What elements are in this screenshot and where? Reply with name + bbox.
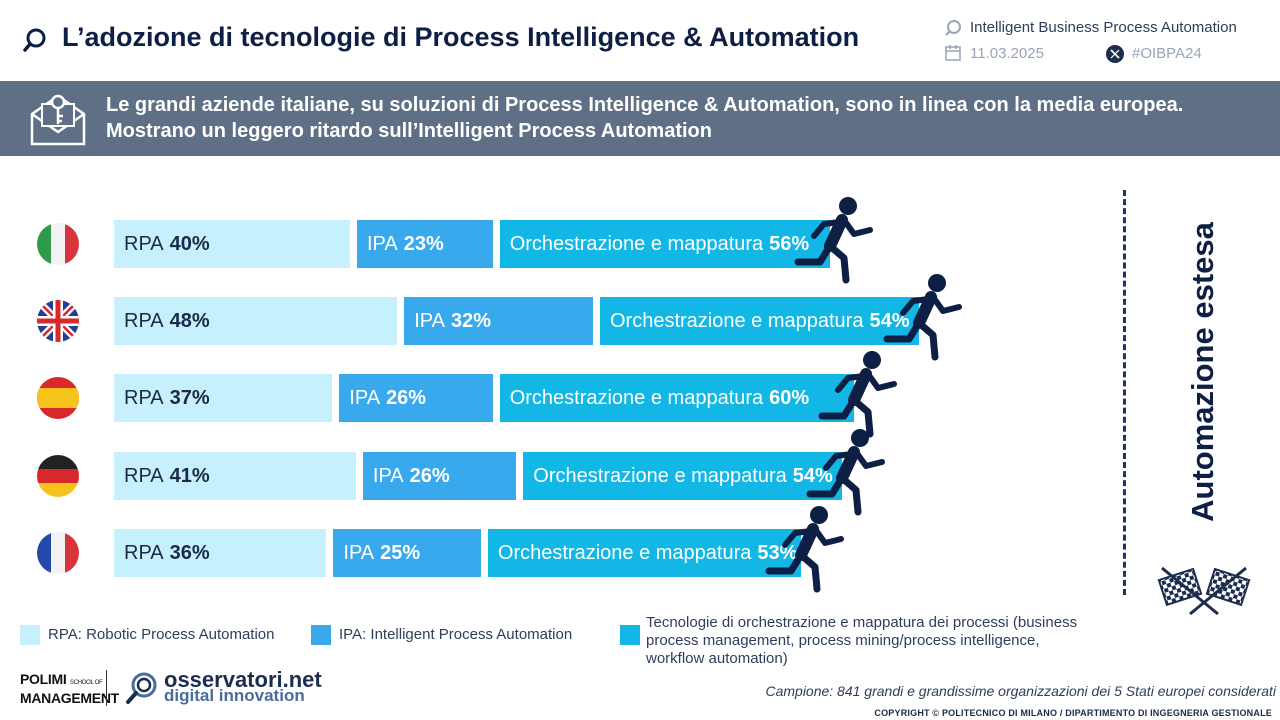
bar-ipa: IPA 26% xyxy=(339,374,493,422)
envelope-key-icon xyxy=(30,94,86,146)
bar-series-label: RPA xyxy=(124,541,164,564)
osservatori-logo-name: osservatori.net xyxy=(164,667,322,692)
search-icon xyxy=(23,28,46,52)
bar-value-label: 36% xyxy=(169,541,210,564)
osservatori-logo-sub: digital innovation xyxy=(164,686,305,705)
logo-divider xyxy=(106,670,107,706)
bar-value-label: 23% xyxy=(403,232,444,255)
event-name: Intelligent Business Process Automation xyxy=(970,19,1237,36)
bar-series-label: IPA xyxy=(414,309,445,332)
bar-rpa: RPA 37% xyxy=(114,374,333,422)
bar-series-label: RPA xyxy=(124,464,164,487)
bar-series-label: Orchestrazione e mappatura xyxy=(509,232,764,255)
bar-series-label: IPA xyxy=(372,464,404,487)
bar-value-label: 54% xyxy=(792,464,833,487)
flag-uk-icon xyxy=(37,300,79,342)
bar-rpa: RPA 41% xyxy=(114,452,356,500)
calendar-icon xyxy=(945,45,961,61)
bar-series-label: Orchestrazione e mappatura xyxy=(610,309,864,332)
bar-series-label: Orchestrazione e mappatura xyxy=(509,386,764,409)
page-title: L’adozione di tecnologie di Process Inte… xyxy=(62,22,860,52)
runner-icon xyxy=(761,505,851,595)
bar-series-label: IPA xyxy=(349,386,381,409)
bar-value-label: 26% xyxy=(386,386,427,409)
bar-value-label: 40% xyxy=(169,232,210,255)
bar-ipa: IPA 26% xyxy=(362,452,517,500)
runner-icon xyxy=(814,350,904,440)
bar-value-label: 25% xyxy=(380,541,421,564)
bar-series-label: RPA xyxy=(124,232,164,255)
runner-icon xyxy=(879,273,969,363)
bar-series-label: RPA xyxy=(124,386,164,409)
bar-orchestration: Orchestrazione e mappatura 60% xyxy=(499,374,854,422)
runner-icon xyxy=(790,196,880,286)
bar-orchestration: Orchestrazione e mappatura 56% xyxy=(499,220,831,268)
search-icon xyxy=(945,20,961,36)
checkered-flags-icon xyxy=(1157,566,1251,616)
bar-value-label: 56% xyxy=(769,232,810,255)
bar-value-label: 60% xyxy=(769,386,810,409)
legend-label-rpa: RPA: Robotic Process Automation xyxy=(48,626,275,643)
runner-icon xyxy=(802,428,892,518)
flag-france-icon xyxy=(37,532,79,574)
banner xyxy=(0,81,1280,156)
bar-rpa: RPA 40% xyxy=(114,220,350,268)
banner-text: Le grandi aziende italiane, su soluzioni… xyxy=(106,94,1184,142)
sample-note: Campione: 841 grandi e grandissime organ… xyxy=(765,683,1276,699)
dashed-divider xyxy=(1123,190,1126,595)
bar-value-label: 32% xyxy=(450,309,491,332)
legend-swatch-ipa xyxy=(311,625,331,645)
bar-value-label: 26% xyxy=(409,464,450,487)
bar-series-label: IPA xyxy=(367,232,398,255)
bar-ipa: IPA 32% xyxy=(404,297,593,345)
event-date: 11.03.2025 xyxy=(970,45,1044,62)
copyright: COPYRIGHT © POLITECNICO DI MILANO / DIPA… xyxy=(874,708,1272,718)
bar-rpa: RPA 48% xyxy=(114,297,398,345)
legend-swatch-rpa xyxy=(20,625,40,645)
flag-italy-icon xyxy=(37,223,79,265)
side-label: Automazione estesa xyxy=(1185,222,1220,522)
bar-ipa: IPA 23% xyxy=(357,220,493,268)
osservatori-logo-icon xyxy=(126,672,157,704)
bar-value-label: 54% xyxy=(869,309,910,332)
flag-spain-icon xyxy=(37,377,79,419)
polimi-logo: POLIMI SCHOOL OF MANAGEMENT xyxy=(20,672,119,706)
flag-germany-icon xyxy=(37,455,79,497)
legend-label-ipa: IPA: Intelligent Process Automation xyxy=(339,626,573,643)
polimi-logo-line1: POLIMI xyxy=(20,671,67,687)
polimi-logo-line2: MANAGEMENT xyxy=(20,690,119,706)
bar-orchestration: Orchestrazione e mappatura 53% xyxy=(487,529,801,577)
polimi-logo-small: SCHOOL OF xyxy=(70,680,103,686)
legend-label-orchestration: Tecnologie di orchestrazione e mappatura… xyxy=(646,614,1078,667)
bar-value-label: 41% xyxy=(169,464,210,487)
bar-value-label: 48% xyxy=(169,309,210,332)
bar-orchestration: Orchestrazione e mappatura 54% xyxy=(523,452,842,500)
bar-series-label: RPA xyxy=(124,309,164,332)
bar-orchestration: Orchestrazione e mappatura 54% xyxy=(600,297,919,345)
bar-series-label: IPA xyxy=(343,541,375,564)
hashtag: #OIBPA24 xyxy=(1132,45,1202,62)
bar-ipa: IPA 25% xyxy=(333,529,481,577)
bar-value-label: 37% xyxy=(169,386,210,409)
x-icon xyxy=(1106,45,1124,63)
bar-rpa: RPA 36% xyxy=(114,529,327,577)
bar-value-label: 53% xyxy=(757,541,798,564)
bar-series-label: Orchestrazione e mappatura xyxy=(497,541,752,564)
bar-series-label: Orchestrazione e mappatura xyxy=(533,464,787,487)
legend-swatch-orchestration xyxy=(620,625,640,645)
